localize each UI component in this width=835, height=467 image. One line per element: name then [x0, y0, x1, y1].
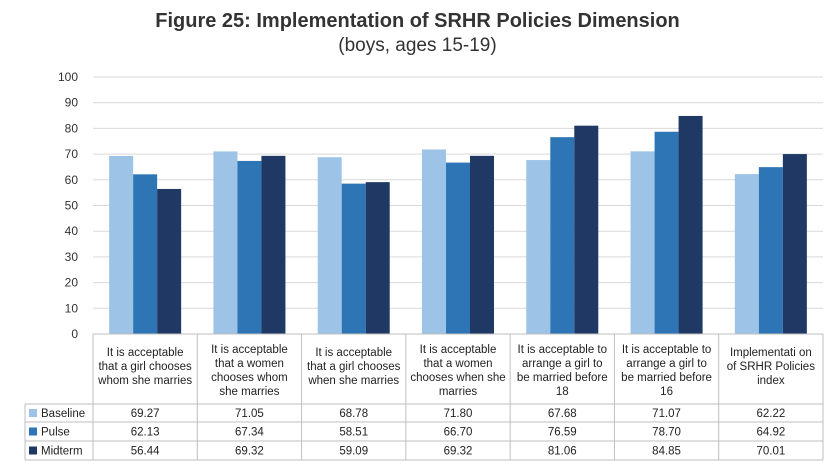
bar-pulse-1	[237, 160, 262, 334]
data-label: 81.06	[548, 446, 577, 458]
legend-swatch-midterm	[29, 446, 37, 455]
y-tick-label: 100	[58, 70, 78, 84]
category-label: It is acceptable to	[622, 344, 712, 356]
category-label: be married before	[621, 372, 712, 384]
data-label: 67.68	[548, 408, 577, 420]
data-label: 71.05	[235, 408, 264, 420]
data-label: 69.32	[235, 446, 264, 458]
data-label: 62.13	[131, 427, 160, 439]
bar-pulse-6	[758, 167, 783, 334]
bar-pulse-2	[341, 183, 366, 334]
category-label: arrange a girl to	[626, 358, 707, 370]
chart-title: Figure 25: Implementation of SRHR Polici…	[155, 10, 680, 32]
data-label: 62.22	[756, 408, 785, 420]
category-label: 16	[660, 386, 673, 398]
category-label: that a women	[423, 358, 492, 370]
category-label: of SRHR Policies	[727, 361, 815, 373]
data-label: 78.70	[652, 427, 681, 439]
legend-label-baseline: Baseline	[41, 408, 85, 420]
legend-swatch-baseline	[29, 409, 37, 417]
category-label: chooses when she	[410, 372, 505, 384]
y-tick-label: 90	[65, 96, 79, 110]
bar-midterm-6	[782, 154, 807, 334]
data-label: 71.80	[444, 408, 473, 420]
data-label: 56.44	[131, 446, 160, 458]
category-label: marries	[439, 386, 478, 398]
bar-pulse-0	[133, 174, 158, 334]
data-label: 68.78	[339, 408, 368, 420]
category-label: that a girl chooses	[307, 361, 401, 373]
data-label: 70.01	[756, 446, 785, 458]
category-label: It is acceptable	[211, 344, 288, 356]
y-tick-label: 30	[65, 250, 79, 264]
category-label: that a women	[215, 358, 284, 370]
data-label: 67.34	[235, 427, 264, 439]
bar-baseline-3	[422, 149, 446, 334]
y-tick-label: 70	[65, 147, 79, 161]
bar-baseline-4	[526, 160, 551, 334]
category-label: when she marries	[307, 375, 399, 387]
legend-label-pulse: Pulse	[41, 427, 70, 439]
category-label: It is acceptable	[420, 344, 497, 356]
data-label: 59.09	[339, 446, 368, 458]
bar-baseline-2	[317, 157, 342, 334]
category-label: index	[757, 375, 785, 387]
data-label: 76.59	[548, 427, 577, 439]
bar-pulse-5	[654, 131, 679, 334]
data-label: 64.92	[756, 427, 785, 439]
bar-baseline-6	[734, 174, 759, 334]
bar-midterm-5	[678, 115, 703, 334]
category-label: arrange a girl to	[522, 358, 603, 370]
category-label: be married before	[517, 372, 608, 384]
bar-midterm-4	[574, 125, 599, 334]
category-label: whom she marries	[97, 375, 192, 387]
bar-pulse-3	[446, 162, 470, 334]
chart-subtitle: (boys, ages 15-19)	[338, 35, 497, 56]
bar-baseline-1	[213, 151, 238, 334]
legend-swatch-pulse	[29, 427, 37, 436]
category-label: 18	[556, 386, 569, 398]
legend-label-midterm: Midterm	[41, 446, 83, 458]
bar-midterm-0	[157, 188, 182, 334]
data-label: 71.07	[652, 408, 681, 420]
category-label: chooses whom	[211, 372, 288, 384]
category-label: she marries	[219, 386, 279, 398]
category-label: It is acceptable to	[518, 344, 608, 356]
data-label: 58.51	[339, 427, 368, 439]
y-tick-label: 10	[65, 301, 79, 315]
y-tick-label: 60	[65, 173, 79, 187]
data-label: 69.27	[131, 408, 160, 420]
bar-midterm-1	[261, 155, 286, 334]
data-label: 84.85	[652, 446, 681, 458]
bar-midterm-2	[365, 182, 390, 334]
y-tick-label: 0	[71, 327, 78, 341]
category-label: Implementati on	[730, 347, 812, 359]
y-tick-label: 80	[65, 121, 79, 135]
bar-pulse-4	[550, 137, 575, 334]
y-tick-label: 40	[65, 224, 79, 238]
bar-midterm-3	[470, 155, 494, 334]
y-tick-label: 20	[65, 276, 79, 290]
bar-baseline-5	[630, 151, 655, 334]
category-label: It is acceptable	[107, 347, 184, 359]
bar-baseline-0	[109, 155, 134, 334]
category-label: It is acceptable	[315, 347, 392, 359]
category-label: that a girl chooses	[98, 361, 192, 373]
y-tick-label: 50	[65, 199, 79, 213]
data-label: 66.70	[444, 427, 473, 439]
data-label: 69.32	[444, 446, 473, 458]
